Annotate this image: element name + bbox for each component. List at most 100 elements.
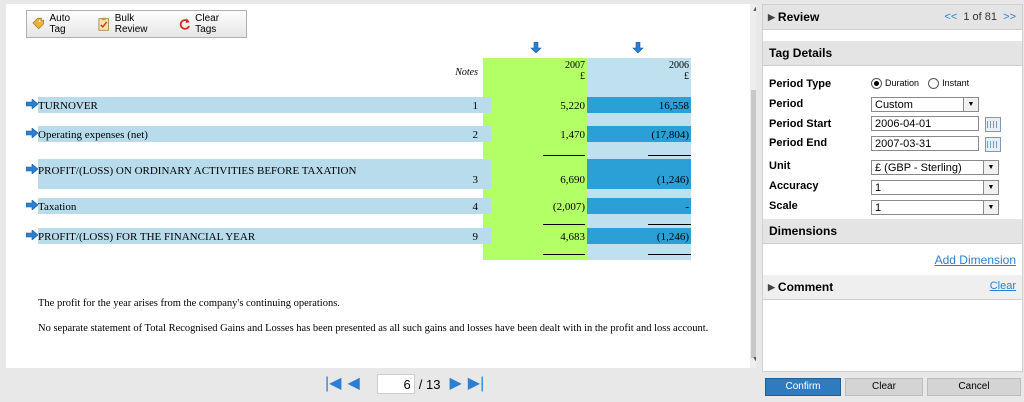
scale-label: Scale: [769, 200, 798, 212]
value-2007[interactable]: 1,470: [560, 129, 585, 141]
cancel-button[interactable]: Cancel: [927, 378, 1021, 396]
tag-details-title: Tag Details: [769, 46, 833, 60]
column-tag-arrow-icon[interactable]: [530, 42, 542, 54]
subtotal-rule: [543, 224, 585, 225]
row-tag-arrow-icon[interactable]: [26, 99, 38, 109]
review-navigation: << 1 of 81 >>: [944, 11, 1016, 23]
instant-radio[interactable]: [928, 77, 940, 89]
accuracy-select[interactable]: 1 ▼: [871, 180, 999, 195]
first-page-icon[interactable]: |◀: [325, 375, 342, 392]
document-scrollbar[interactable]: ▲ ▼: [750, 4, 756, 368]
clear-button[interactable]: Clear: [845, 378, 923, 396]
comment-title: Comment: [777, 280, 834, 294]
tagged-cell-2006[interactable]: [587, 159, 691, 189]
last-page-icon[interactable]: ▶|: [467, 375, 485, 392]
calendar-icon[interactable]: [985, 137, 1001, 152]
row-highlight[interactable]: [38, 228, 491, 244]
review-header[interactable]: ▶ Review << 1 of 81 >>: [763, 5, 1022, 30]
column-tag-arrow-icon[interactable]: [632, 42, 644, 54]
period-start-input[interactable]: 2006-04-01: [871, 116, 979, 131]
expand-triangle-icon: ▶: [768, 11, 775, 22]
comment-header[interactable]: ▶ Comment: [763, 275, 1022, 300]
tagged-cell-2006[interactable]: [587, 228, 691, 244]
gains-losses-note: No separate statement of Total Recognise…: [38, 323, 709, 334]
scale-value: 1: [875, 202, 882, 214]
scale-select[interactable]: 1 ▼: [871, 200, 999, 215]
confirm-button[interactable]: Confirm: [765, 378, 841, 396]
value-2006[interactable]: -: [685, 201, 689, 213]
period-select[interactable]: Custom ▼: [871, 97, 979, 112]
calendar-icon[interactable]: [985, 117, 1001, 132]
chevron-down-icon[interactable]: ▼: [983, 201, 998, 214]
period-end-label: Period End: [769, 137, 828, 149]
add-dimension-link[interactable]: Add Dimension: [934, 253, 1016, 267]
value-2006[interactable]: (1,246): [656, 231, 689, 243]
period-start-label: Period Start: [769, 118, 832, 130]
row-note: 4: [472, 201, 479, 213]
scroll-thumb[interactable]: [751, 90, 756, 358]
row-note: 9: [472, 231, 479, 243]
review-next-link[interactable]: >>: [1003, 11, 1016, 23]
financial-statement: Notes 2007 £ 2006 £ TURNOVER 1 5,220 16,55…: [6, 4, 748, 368]
scroll-down-icon[interactable]: ▼: [752, 356, 756, 363]
instant-label: Instant: [942, 78, 970, 89]
prev-page-icon[interactable]: ◀: [347, 375, 360, 392]
chevron-down-icon[interactable]: ▼: [983, 181, 998, 194]
dimensions-title: Dimensions: [769, 224, 838, 238]
row-tag-arrow-icon[interactable]: [26, 230, 38, 240]
column-2007-highlight[interactable]: [483, 58, 587, 260]
continuing-operations-note: The profit for the year arises from the …: [38, 298, 340, 309]
subtotal-rule: [648, 224, 691, 225]
duration-radio[interactable]: [871, 77, 882, 89]
period-value: Custom: [875, 99, 913, 111]
row-note: 1: [472, 100, 479, 112]
unit-select[interactable]: £ (GBP - Sterling) ▼: [871, 160, 999, 175]
value-2006[interactable]: 16,558: [658, 100, 689, 112]
row-highlight[interactable]: [38, 159, 491, 189]
document-pane: Notes 2007 £ 2006 £ TURNOVER 1 5,220 16,55…: [6, 4, 756, 368]
clear-tags-button[interactable]: Clear Tags: [173, 13, 246, 35]
tagged-cell-2006[interactable]: [587, 97, 691, 113]
dimensions-header: Dimensions: [763, 219, 1022, 244]
chevron-down-icon[interactable]: ▼: [963, 98, 978, 111]
row-label-operating-expenses: Operating expenses (net): [38, 129, 148, 141]
refresh-icon: [179, 18, 190, 30]
value-2007[interactable]: 5,220: [560, 100, 585, 112]
row-tag-arrow-icon[interactable]: [26, 200, 38, 210]
review-prev-link[interactable]: <<: [944, 11, 958, 23]
page-number-input[interactable]: [376, 374, 415, 394]
period-end-input[interactable]: 2007-03-31: [871, 136, 979, 151]
next-page-icon[interactable]: ▶: [449, 375, 462, 392]
year-2006-header: 2006 £: [669, 60, 689, 82]
period-type-radios: Duration Instant: [871, 77, 975, 89]
comment-clear-link[interactable]: Clear: [989, 280, 1016, 292]
row-highlight[interactable]: [38, 126, 491, 142]
chevron-down-icon[interactable]: ▼: [983, 161, 998, 174]
period-type-label: Period Type: [769, 78, 832, 90]
value-2006[interactable]: (17,804): [651, 129, 689, 141]
tagged-cell-2006[interactable]: [587, 126, 691, 142]
tagged-cell-2006[interactable]: [587, 198, 691, 214]
auto-tag-icon: [32, 17, 44, 30]
row-tag-arrow-icon[interactable]: [26, 164, 38, 174]
scroll-up-icon[interactable]: ▲: [752, 6, 756, 13]
value-2006[interactable]: (1,246): [656, 174, 689, 186]
bulk-review-button[interactable]: Bulk Review: [92, 13, 172, 35]
unit-value: £ (GBP - Sterling): [875, 162, 962, 174]
auto-tag-button[interactable]: Auto Tag: [27, 13, 92, 35]
row-highlight[interactable]: [38, 97, 491, 113]
expand-triangle-icon: ▶: [768, 281, 775, 292]
review-position: 1 of 81: [963, 11, 998, 23]
total-rule: [543, 254, 585, 255]
tag-details-header: Tag Details: [763, 41, 1022, 66]
row-label-profit-before-tax: PROFIT/(LOSS) ON ORDINARY ACTIVITIES BEF…: [38, 165, 357, 177]
accuracy-label: Accuracy: [769, 180, 819, 192]
value-2007[interactable]: 6,690: [560, 174, 585, 186]
auto-tag-label: Auto Tag: [49, 13, 71, 35]
row-label-turnover: TURNOVER: [38, 100, 98, 112]
row-highlight[interactable]: [38, 198, 491, 214]
value-2007[interactable]: (2,007): [552, 201, 585, 213]
bulk-review-label: Bulk Review: [114, 13, 148, 35]
row-tag-arrow-icon[interactable]: [26, 128, 38, 138]
value-2007[interactable]: 4,683: [560, 231, 585, 243]
